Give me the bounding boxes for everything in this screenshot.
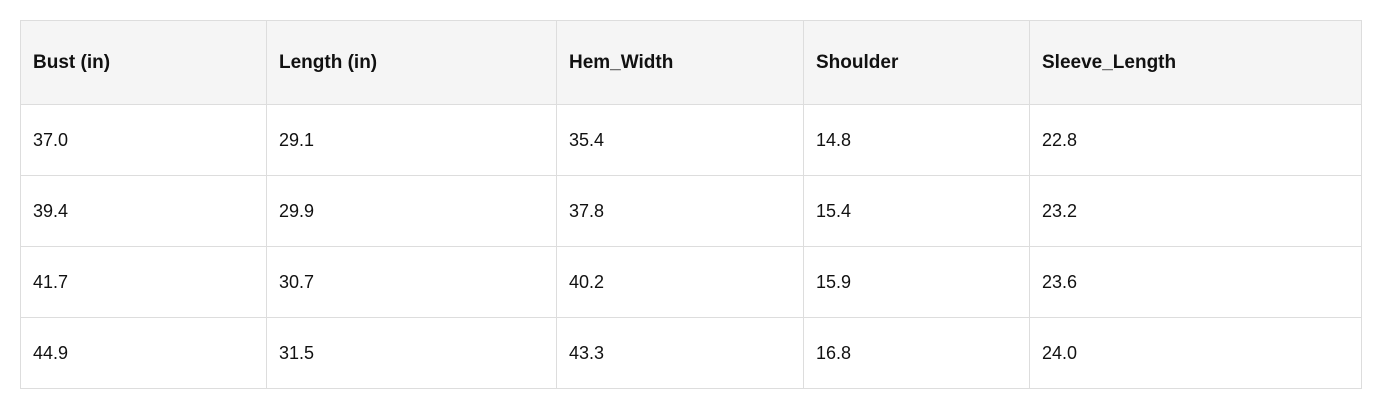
table-cell: 15.4 bbox=[803, 175, 1030, 247]
table-cell: 35.4 bbox=[556, 104, 804, 176]
column-header: Bust (in) bbox=[20, 20, 267, 105]
table-cell: 43.3 bbox=[556, 317, 804, 389]
table-cell: 37.8 bbox=[556, 175, 804, 247]
table-row: 37.0 29.1 35.4 14.8 22.8 bbox=[20, 104, 1362, 176]
table-cell: 23.6 bbox=[1029, 246, 1362, 318]
table-cell: 39.4 bbox=[20, 175, 267, 247]
table-cell: 22.8 bbox=[1029, 104, 1362, 176]
column-header: Shoulder bbox=[803, 20, 1030, 105]
table-cell: 29.1 bbox=[266, 104, 557, 176]
table-cell: 14.8 bbox=[803, 104, 1030, 176]
column-header: Length (in) bbox=[266, 20, 557, 105]
table-cell: 24.0 bbox=[1029, 317, 1362, 389]
table-row: 41.7 30.7 40.2 15.9 23.6 bbox=[20, 246, 1362, 318]
table-cell: 31.5 bbox=[266, 317, 557, 389]
table-cell: 23.2 bbox=[1029, 175, 1362, 247]
table-row: 39.4 29.9 37.8 15.4 23.2 bbox=[20, 175, 1362, 247]
header-row: Bust (in) Length (in) Hem_Width Shoulder Sle… bbox=[20, 20, 1362, 105]
table-cell: 41.7 bbox=[20, 246, 267, 318]
table-cell: 40.2 bbox=[556, 246, 804, 318]
table-cell: 16.8 bbox=[803, 317, 1030, 389]
table-header: Bust (in) Length (in) Hem_Width Shoulder Sle… bbox=[20, 20, 1362, 105]
table-cell: 29.9 bbox=[266, 175, 557, 247]
table-row: 44.9 31.5 43.3 16.8 24.0 bbox=[20, 317, 1362, 389]
table-cell: 30.7 bbox=[266, 246, 557, 318]
table-cell: 44.9 bbox=[20, 317, 267, 389]
column-header: Hem_Width bbox=[556, 20, 804, 105]
table-cell: 37.0 bbox=[20, 104, 267, 176]
table-body: 37.0 29.1 35.4 14.8 22.8 39.4 29.9 37.8 15.4 23.2… bbox=[20, 104, 1362, 389]
size-table: Bust (in) Length (in) Hem_Width Shoulder Sle… bbox=[20, 20, 1362, 389]
table-cell: 15.9 bbox=[803, 246, 1030, 318]
column-header: Sleeve_Length bbox=[1029, 20, 1362, 105]
